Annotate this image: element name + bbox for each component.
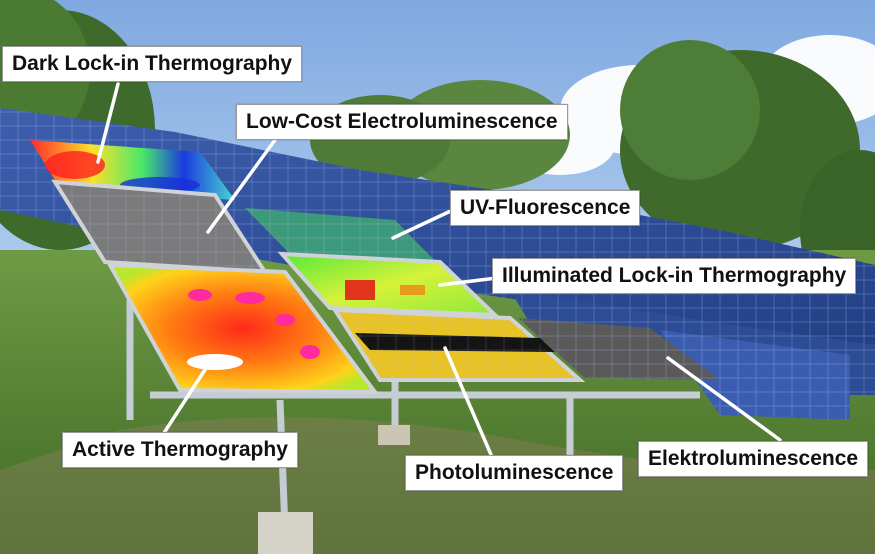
uv-fluorescence-label: UV-Fluorescence bbox=[450, 190, 641, 226]
illuminated-lockin-thermography-label: Illuminated Lock-in Thermography bbox=[492, 258, 857, 294]
active-thermography-label: Active Thermography bbox=[62, 432, 298, 468]
photoluminescence-label: Photoluminescence bbox=[405, 455, 624, 491]
low-cost-electroluminescence-label: Low-Cost Electroluminescence bbox=[236, 104, 568, 140]
elektroluminescence-label: Elektroluminescence bbox=[638, 441, 869, 477]
dark-lockin-thermography-label: Dark Lock-in Thermography bbox=[2, 46, 303, 82]
